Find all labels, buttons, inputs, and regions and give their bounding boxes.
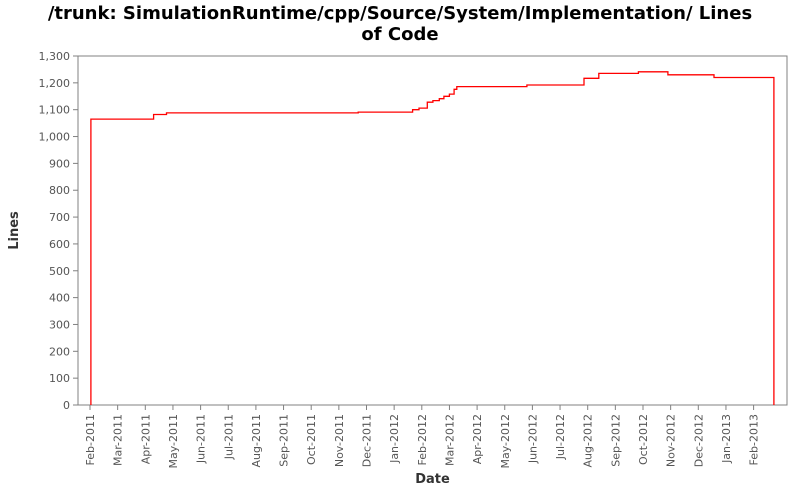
x-axis-title: Date [415,472,450,487]
plot-border [77,55,788,406]
axis-labels: Lines Date [7,211,450,487]
y-tick-label: 900 [49,157,70,170]
x-tick-label: May-2011 [167,414,180,469]
loc-series-line [90,71,775,405]
y-tick-label: 100 [49,372,70,385]
x-tick-label: Jan-2013 [720,414,733,464]
y-tick-label: 300 [49,318,70,331]
x-tick-label: Feb-2013 [748,414,761,465]
y-axis-ticks: 0 100 200 300 400 500 600 700 800 900 1,000 1,100 1,… [39,50,78,412]
y-tick-label: 700 [49,211,70,224]
y-tick-label: 600 [49,238,70,251]
y-tick-label: 1,300 [39,50,71,63]
y-tick-label: 500 [49,265,70,278]
x-tick-label: Dec-2012 [692,414,705,467]
x-tick-label: Mar-2012 [443,414,456,466]
x-tick-label: Jul-2011 [222,414,235,460]
x-tick-label: Aug-2011 [250,414,263,467]
y-tick-label: 800 [49,184,70,197]
x-tick-label: Sep-2011 [278,414,291,467]
x-tick-label: Oct-2012 [637,414,650,465]
plot-frame [77,55,788,406]
x-tick-label: Mar-2011 [112,414,125,466]
x-tick-label: Feb-2012 [416,414,429,465]
y-tick-label: 1,200 [39,77,71,90]
x-tick-label: Feb-2011 [84,414,97,465]
chart-title-line1: /trunk: SimulationRuntime/cpp/Source/Sys… [47,3,753,24]
y-axis-title: Lines [7,211,22,250]
x-tick-label: Nov-2011 [333,414,346,467]
x-tick-label: Sep-2012 [609,414,622,467]
x-tick-label: Oct-2011 [305,414,318,465]
x-tick-label: Aug-2012 [582,414,595,467]
x-tick-label: Jul-2012 [554,414,567,460]
x-tick-label: Nov-2012 [665,414,678,467]
y-tick-label: 0 [63,399,70,412]
y-tick-label: 1,100 [39,104,71,117]
y-tick-label: 200 [49,345,70,358]
x-axis-ticks: Feb-2011 Mar-2011 Apr-2011 May-2011 Jun-2011… [84,405,761,469]
x-tick-label: Apr-2012 [471,414,484,464]
y-tick-label: 1,000 [39,131,71,144]
lines-of-code-series [90,71,775,405]
x-tick-label: Jun-2012 [526,414,539,464]
chart-title-line2: of Code [361,24,439,45]
y-tick-label: 400 [49,292,70,305]
x-tick-label: Dec-2011 [361,414,374,467]
x-tick-label: Apr-2011 [139,414,152,464]
x-tick-label: May-2012 [499,414,512,469]
chart-title: /trunk: SimulationRuntime/cpp/Source/Sys… [0,3,800,45]
x-tick-label: Jun-2011 [195,414,208,464]
x-tick-label: Jan-2012 [388,414,401,464]
